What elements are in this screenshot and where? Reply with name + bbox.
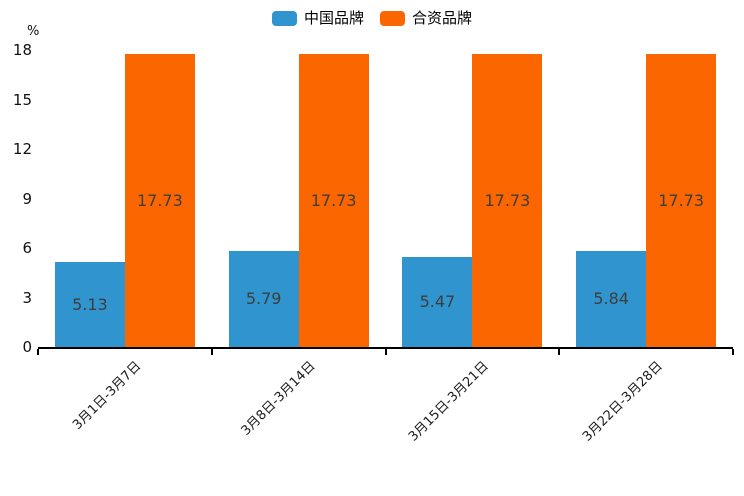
plot-area: 3月1日-3月7日 5.13 17.73 3月8日-3月14日 5.79 17.73 3月1… (37, 50, 734, 445)
y-axis-unit-label: % (27, 24, 40, 39)
bar-value-label: 5.79 (245, 289, 282, 309)
y-tick-label: 15 (12, 90, 32, 109)
legend-label-joint-venture-brands: 合资品牌 (412, 9, 473, 27)
y-tick-label: 3 (22, 288, 32, 307)
bar-joint-venture: 17.73 (124, 54, 195, 347)
bar-value-label: 5.13 (72, 294, 108, 314)
legend-swatch-orange (380, 11, 405, 26)
bar-domestic: 5.84 (576, 250, 647, 347)
legend: 中国品牌 合资品牌 (0, 11, 744, 26)
legend-swatch-blue (271, 11, 297, 26)
y-tick-label: 6 (22, 239, 32, 257)
bar-group: 5.79 17.73 (212, 50, 386, 347)
bar-value-label: 17.73 (310, 190, 357, 210)
y-tick-label: 12 (12, 140, 32, 158)
x-tick-label: 3月1日-3月7日 (70, 358, 145, 433)
bar-domestic: 5.47 (402, 256, 473, 347)
legend-item-domestic-brands: 中国品牌 (271, 9, 364, 27)
y-axis: 0 3 6 9 12 15 18 (0, 41, 32, 356)
y-tick-label: 18 (12, 41, 32, 59)
x-tick-label: 3月15日-3月21日 (406, 358, 492, 445)
bar-value-label: 17.73 (484, 190, 531, 210)
x-axis-tick (384, 349, 387, 355)
legend-label-domestic-brands: 中国品牌 (303, 9, 364, 27)
bar-value-label: 5.84 (593, 288, 629, 308)
bar-joint-venture: 17.73 (646, 54, 717, 347)
bar-joint-venture: 17.73 (298, 54, 369, 347)
x-axis-tick (558, 349, 561, 355)
bar-value-label: 17.73 (658, 190, 705, 210)
bar-value-label: 17.73 (136, 190, 183, 210)
bar-domestic: 5.79 (228, 251, 299, 347)
x-tick-label: 3月8日-3月14日 (238, 358, 319, 439)
bar-value-label: 5.47 (419, 291, 456, 311)
y-tick-label: 9 (22, 189, 32, 208)
x-axis-tick (210, 349, 213, 355)
y-tick-label: 0 (22, 338, 32, 356)
bar-group: 5.13 17.73 (38, 50, 212, 347)
bar-group: 5.47 17.73 (386, 50, 560, 347)
bar-group: 5.84 17.73 (559, 50, 733, 347)
bar-joint-venture: 17.73 (472, 54, 543, 347)
x-tick-label: 3月22日-3月28日 (579, 358, 666, 445)
x-axis-tick (37, 349, 39, 355)
legend-item-joint-venture-brands: 合资品牌 (380, 11, 472, 26)
bar-domestic: 5.13 (54, 262, 125, 347)
x-axis-tick (732, 349, 734, 355)
